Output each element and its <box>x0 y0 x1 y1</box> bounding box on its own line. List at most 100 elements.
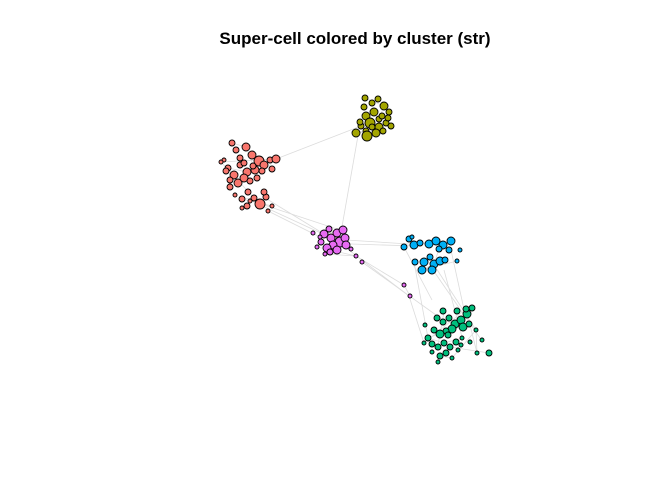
cell-node-olive <box>360 103 368 111</box>
cell-node-red <box>233 178 243 188</box>
cell-node-red <box>218 159 224 165</box>
cell-node-green <box>458 322 468 332</box>
cell-node-green <box>459 335 465 341</box>
cell-node-magenta <box>310 230 316 236</box>
cell-node-magenta <box>326 248 334 256</box>
cell-node-red <box>226 183 234 191</box>
inter-cluster-edge <box>449 346 490 354</box>
cell-node-green <box>467 339 473 345</box>
cell-node-olive <box>379 127 387 135</box>
cell-node-blue <box>441 256 449 264</box>
cell-node-blue <box>446 236 456 246</box>
cell-node-olive <box>387 122 395 130</box>
cell-node-red <box>247 150 257 160</box>
cell-node-green <box>474 350 480 356</box>
inter-cluster-edge <box>267 210 319 237</box>
cell-node-red <box>271 154 281 164</box>
cell-node-green <box>440 339 448 347</box>
cell-node-blue <box>417 265 427 275</box>
cell-node-red <box>249 162 257 170</box>
cell-node-green <box>445 314 453 322</box>
cell-node-green <box>462 305 470 313</box>
cell-node-magenta <box>314 244 320 250</box>
cell-node-green <box>435 359 441 365</box>
cell-node-magenta <box>407 293 413 299</box>
cell-node-magenta <box>348 246 354 252</box>
cell-node-blue <box>431 236 441 246</box>
cell-node-red <box>240 159 248 167</box>
cell-node-blue <box>409 234 415 240</box>
cell-node-green <box>422 322 428 328</box>
cell-node-red <box>239 205 245 211</box>
cell-node-red <box>232 192 238 198</box>
cell-node-olive <box>369 107 379 117</box>
cell-node-magenta <box>338 225 348 235</box>
inter-cluster-edge <box>361 261 444 321</box>
cell-node-blue <box>427 265 437 275</box>
cell-node-green <box>455 347 461 353</box>
cell-node-green <box>424 334 432 342</box>
cell-node-red <box>244 188 252 196</box>
cell-node-olive <box>385 108 393 116</box>
cell-node-green <box>435 329 445 339</box>
cell-node-magenta <box>322 251 328 257</box>
cell-node-red <box>250 194 258 202</box>
cell-node-olive <box>368 123 376 131</box>
cell-node-red <box>265 208 271 214</box>
cell-node-red <box>243 202 251 210</box>
cell-node-blue <box>426 253 434 261</box>
inter-cluster-edge <box>345 239 410 245</box>
cell-node-red <box>260 188 268 196</box>
cell-node-olive <box>379 101 389 111</box>
cell-node-red <box>269 203 275 209</box>
plot-title: Super-cell colored by cluster (str) <box>219 29 491 48</box>
cell-node-olive <box>374 95 382 103</box>
cell-node-red <box>232 146 240 154</box>
cell-node-magenta <box>325 225 333 233</box>
cell-node-green <box>439 318 447 326</box>
cell-node-green <box>428 340 436 348</box>
cell-node-green <box>465 320 473 328</box>
cell-node-olive <box>384 114 392 122</box>
cell-node-blue <box>435 245 443 253</box>
cell-node-green <box>421 340 427 346</box>
cell-node-green <box>452 338 460 346</box>
inter-cluster-edge <box>403 246 433 301</box>
cell-node-green <box>458 342 464 348</box>
cell-node-green <box>468 304 476 312</box>
cell-node-magenta <box>317 238 325 246</box>
cell-node-green <box>433 314 441 322</box>
cell-node-red <box>246 177 254 185</box>
inter-cluster-edge <box>339 129 360 239</box>
cell-node-olive <box>361 94 369 102</box>
cell-node-red <box>254 198 266 210</box>
inter-cluster-edge <box>450 249 466 315</box>
cell-node-red <box>222 167 230 175</box>
cell-node-green <box>485 349 493 357</box>
cell-node-red <box>247 198 253 204</box>
cell-node-olive <box>368 99 376 107</box>
cell-node-blue <box>419 257 429 267</box>
cell-node-red <box>258 167 266 175</box>
cell-node-green <box>449 355 455 361</box>
cell-node-red <box>236 154 244 162</box>
cell-node-blue <box>400 243 408 251</box>
cell-node-blue <box>445 246 453 254</box>
cell-node-green <box>473 327 479 333</box>
cell-node-red <box>241 142 251 152</box>
cell-node-green <box>436 352 444 360</box>
cell-node-olive <box>378 112 386 120</box>
cell-node-magenta <box>332 245 342 255</box>
cell-node-green <box>444 331 452 339</box>
cell-node-blue <box>457 247 463 253</box>
inter-cluster-edge <box>408 295 425 344</box>
cell-node-red <box>239 173 249 183</box>
intra-cluster-edge <box>451 329 477 359</box>
cell-node-olive <box>361 130 373 142</box>
cell-node-red <box>226 176 234 184</box>
cell-node-red <box>238 195 246 203</box>
cell-node-olive <box>351 128 361 138</box>
cell-node-magenta <box>401 282 407 288</box>
cell-node-magenta <box>353 253 359 259</box>
cell-node-blue <box>454 258 460 264</box>
